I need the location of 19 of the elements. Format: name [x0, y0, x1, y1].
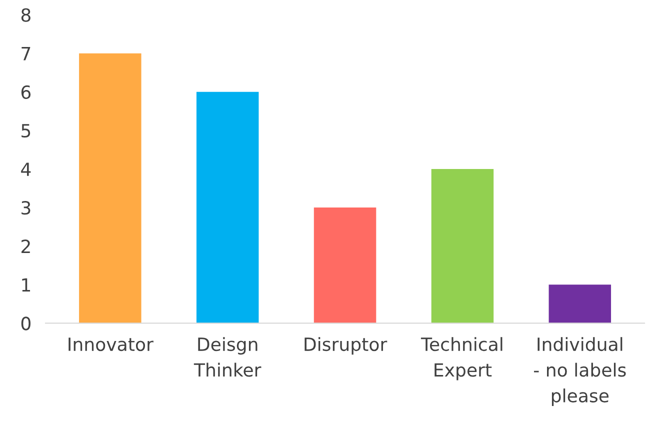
bar	[431, 168, 494, 324]
x-tick-label: Deisgn Thinker	[194, 337, 262, 377]
x-tick-label: Disruptor	[304, 337, 388, 355]
bar	[548, 284, 612, 324]
y-tick-label: 7	[22, 47, 30, 60]
y-tick-label: 1	[22, 278, 30, 292]
bar	[314, 208, 376, 324]
y-tick-label: 4	[21, 162, 31, 176]
x-tick-label: Individual - no labels please	[534, 337, 626, 406]
x-tick-label: Innovator	[68, 338, 154, 352]
y-tick-label: 3	[22, 201, 30, 215]
bar	[196, 92, 259, 324]
bar	[79, 53, 142, 324]
y-tick-label: 0	[21, 316, 30, 330]
y-tick-label: 2	[22, 240, 30, 253]
x-tick-label: Technical Expert	[420, 337, 502, 380]
y-tick-label: 8	[21, 8, 30, 22]
y-tick-label: 5	[22, 124, 30, 138]
y-tick-label: 6	[21, 85, 31, 100]
